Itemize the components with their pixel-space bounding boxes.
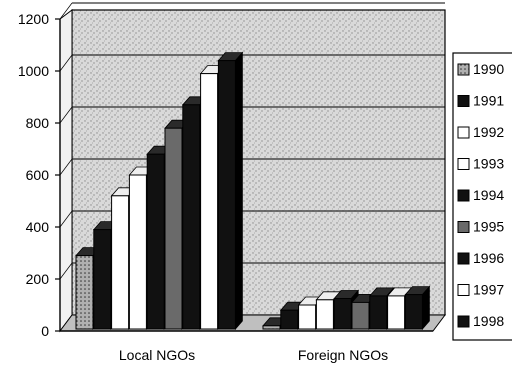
legend-label: 1995 xyxy=(473,219,504,235)
y-axis: 0 200 400 600 800 1000 1200 xyxy=(18,11,61,339)
bar-front xyxy=(93,229,112,330)
bar-front xyxy=(111,195,130,330)
bar-front xyxy=(75,255,94,330)
bar-front xyxy=(280,309,299,330)
legend-item: 1994 xyxy=(457,187,504,203)
bar-front xyxy=(351,301,370,330)
bar-front xyxy=(146,153,165,330)
legend-swatch xyxy=(457,315,470,328)
y-tick-label: 0 xyxy=(41,323,49,339)
legend-item: 1996 xyxy=(457,250,504,266)
legend-label: 1993 xyxy=(473,156,504,172)
legend-swatch xyxy=(457,284,470,296)
bar-side xyxy=(234,51,243,331)
bar-front xyxy=(200,73,219,330)
legend-swatch xyxy=(457,189,470,202)
y-tick-label: 1000 xyxy=(18,63,49,79)
gridlines xyxy=(59,2,445,280)
legend-label: 1994 xyxy=(473,187,504,203)
legend-swatch xyxy=(457,63,470,76)
y-tick-label: 1200 xyxy=(18,11,49,27)
bar-front xyxy=(404,294,423,330)
bar-front xyxy=(262,325,281,330)
legend-label: 1998 xyxy=(473,313,504,329)
legend-item: 1998 xyxy=(457,313,504,329)
legend-label: 1991 xyxy=(473,93,504,109)
bar-front xyxy=(333,298,352,330)
legend-item: 1991 xyxy=(457,93,504,109)
gridline-side xyxy=(59,158,73,176)
gridline-side xyxy=(59,262,73,280)
legend-swatch xyxy=(457,95,470,107)
bar-front xyxy=(182,104,201,330)
y-tick-label: 400 xyxy=(26,219,50,235)
legend-item: 1997 xyxy=(457,282,504,298)
legend: 1990 1991 1992 1993 1994 1995 1996 1997 1998 xyxy=(457,61,504,329)
legend-item: 1992 xyxy=(457,124,504,140)
y-tick-label: 200 xyxy=(26,271,50,287)
gridline-side xyxy=(59,2,73,20)
bar-side xyxy=(421,285,430,331)
x-axis: Local NGOs Foreign NGOs xyxy=(60,330,433,363)
legend-item: 1990 xyxy=(457,61,504,77)
bar-front xyxy=(128,174,147,330)
legend-label: 1996 xyxy=(473,250,504,266)
y-tick-label: 600 xyxy=(26,167,50,183)
bar-front xyxy=(217,60,236,330)
gridline-side xyxy=(59,106,73,124)
legend-item: 1993 xyxy=(457,156,504,172)
bar-front xyxy=(298,304,317,330)
x-category-label: Local NGOs xyxy=(119,347,195,363)
bars xyxy=(75,51,431,331)
bar-front xyxy=(387,295,406,330)
gridline-side xyxy=(59,54,73,72)
bar-front xyxy=(369,295,388,330)
legend-label: 1997 xyxy=(473,282,504,298)
x-category-label: Foreign NGOs xyxy=(298,347,388,363)
bar xyxy=(404,285,431,331)
bar xyxy=(217,51,244,331)
legend-swatch xyxy=(457,252,470,265)
legend-swatch xyxy=(457,126,470,139)
y-tick-label: 800 xyxy=(26,115,50,131)
legend-swatch xyxy=(457,221,470,233)
legend-item: 1995 xyxy=(457,219,504,235)
bar-front xyxy=(315,299,334,330)
legend-swatch xyxy=(457,158,470,170)
plot-sidewall xyxy=(59,9,73,333)
legend-label: 1992 xyxy=(473,124,504,140)
legend-label: 1990 xyxy=(473,61,504,77)
bar-front xyxy=(164,127,183,330)
gridline-side xyxy=(59,210,73,228)
